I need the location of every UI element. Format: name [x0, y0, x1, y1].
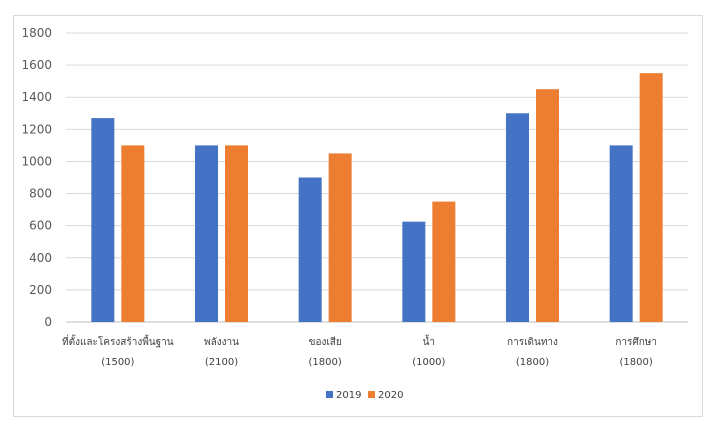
- category-sub-label: (1800): [309, 357, 342, 368]
- y-tick-label: 1800: [21, 26, 52, 40]
- legend-swatch-2020: [368, 391, 375, 398]
- bar-2019-4: [402, 221, 426, 322]
- x-axis-labels: ที่ตั้งและโครงสร้างพื้นฐาน (1500) พลังงาน (…: [62, 334, 657, 368]
- y-axis-ticks: 0 200 400 600 800 1000 1200 1400 1600 1800: [21, 26, 52, 329]
- category-label: การศึกษา: [615, 336, 657, 348]
- bar-2019-3: [298, 177, 322, 322]
- bar-2020-3: [328, 153, 352, 322]
- bar-2020-1: [121, 145, 145, 322]
- y-tick-label: 200: [29, 283, 52, 297]
- bars: [91, 73, 663, 323]
- legend-swatch-2019: [326, 391, 333, 398]
- y-tick-label: 1600: [21, 58, 52, 72]
- bar-2020-6: [639, 73, 663, 322]
- category-sub-label: (1000): [412, 357, 445, 368]
- category-label: น้ำ: [423, 334, 435, 348]
- gridlines: [66, 32, 688, 323]
- bar-2020-2: [225, 145, 248, 322]
- category-sub-label: (1500): [101, 357, 134, 368]
- y-tick-label: 1200: [21, 122, 52, 136]
- category-label: การเดินทาง: [507, 337, 558, 348]
- bar-2020-5: [536, 89, 559, 322]
- y-tick-label: 600: [29, 219, 52, 233]
- legend-label-2019: 2019: [336, 390, 361, 401]
- category-label: ที่ตั้งและโครงสร้างพื้นฐาน: [62, 334, 174, 348]
- y-tick-label: 1400: [21, 90, 52, 104]
- bar-2019-5: [506, 113, 529, 323]
- y-tick-label: 400: [29, 251, 52, 265]
- y-tick-label: 800: [29, 187, 52, 201]
- category-sub-label: (1800): [516, 357, 549, 368]
- y-tick-label: 0: [44, 315, 52, 329]
- category-sub-label: (2100): [205, 357, 238, 368]
- legend: 2019 2020: [326, 390, 403, 401]
- legend-label-2020: 2020: [378, 390, 403, 401]
- category-sub-label: (1800): [620, 357, 653, 368]
- bar-2019-1: [91, 118, 115, 322]
- category-label: ของเสีย: [309, 336, 342, 348]
- bar-2019-2: [195, 145, 218, 322]
- bar-2019-6: [609, 145, 633, 322]
- bar-2020-4: [432, 201, 456, 322]
- category-label: พลังงาน: [204, 337, 239, 348]
- y-tick-label: 1000: [21, 154, 52, 168]
